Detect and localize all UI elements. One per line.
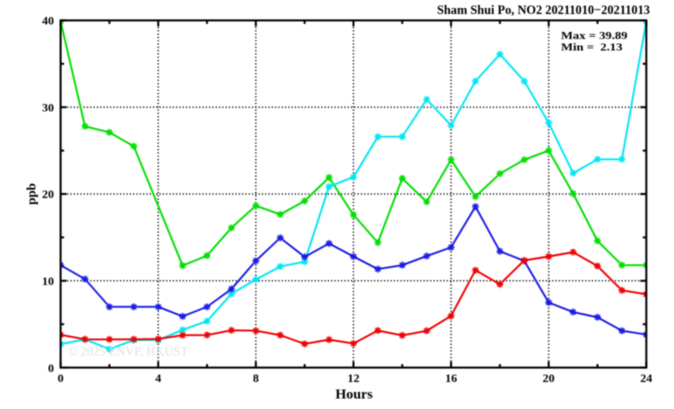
- svg-text:Hours: Hours: [335, 387, 373, 402]
- svg-text:© 2025 ENVF, HKUST: © 2025 ENVF, HKUST: [68, 345, 188, 359]
- svg-text:20: 20: [42, 187, 54, 201]
- svg-text:Sham Shui Po, NO2 20211010−202: Sham Shui Po, NO2 20211010−20211013: [437, 2, 650, 17]
- svg-text:0: 0: [58, 371, 64, 385]
- svg-text:16: 16: [445, 371, 457, 385]
- svg-text:12: 12: [347, 371, 359, 385]
- svg-text:8: 8: [253, 371, 259, 385]
- svg-text:30: 30: [42, 100, 54, 114]
- svg-text:ppb: ppb: [24, 183, 39, 205]
- svg-text:4: 4: [155, 371, 161, 385]
- svg-text:10: 10: [42, 274, 54, 288]
- svg-text:0: 0: [48, 361, 54, 375]
- svg-text:20: 20: [543, 371, 555, 385]
- svg-text:Min = 2.13: Min = 2.13: [561, 42, 623, 54]
- svg-text:Max = 39.89: Max = 39.89: [561, 30, 628, 42]
- svg-text:24: 24: [640, 371, 652, 385]
- svg-text:40: 40: [42, 14, 54, 28]
